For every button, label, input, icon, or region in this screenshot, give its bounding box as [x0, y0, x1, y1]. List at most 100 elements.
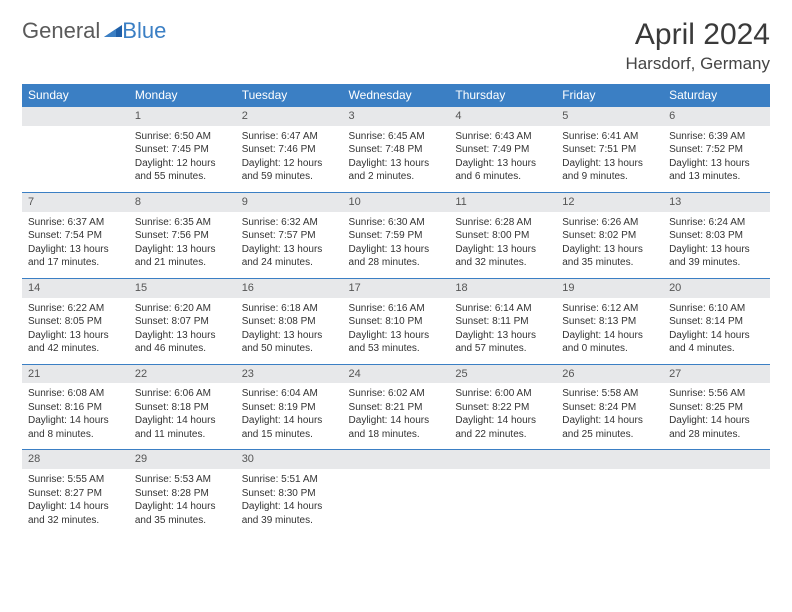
day-body: Sunrise: 6:18 AMSunset: 8:08 PMDaylight:…: [236, 299, 343, 364]
day-line: Sunset: 7:56 PM: [135, 229, 230, 243]
day-body: Sunrise: 6:24 AMSunset: 8:03 PMDaylight:…: [663, 213, 770, 278]
day-line: and 22 minutes.: [455, 428, 550, 442]
calendar-cell: 23Sunrise: 6:04 AMSunset: 8:19 PMDayligh…: [236, 364, 343, 450]
day-body: [343, 470, 450, 528]
calendar-cell: [22, 106, 129, 192]
day-number: [663, 449, 770, 470]
day-line: Daylight: 13 hours: [562, 157, 657, 171]
logo-text-general: General: [22, 18, 100, 44]
day-body: [22, 127, 129, 185]
day-line: Daylight: 13 hours: [28, 329, 123, 343]
day-line: Sunset: 8:16 PM: [28, 401, 123, 415]
day-number: 22: [129, 364, 236, 385]
day-line: and 0 minutes.: [562, 342, 657, 356]
day-body: Sunrise: 6:00 AMSunset: 8:22 PMDaylight:…: [449, 384, 556, 449]
day-line: Daylight: 13 hours: [242, 329, 337, 343]
logo-text-blue: Blue: [122, 18, 166, 44]
day-line: Sunset: 8:25 PM: [669, 401, 764, 415]
day-number: 19: [556, 278, 663, 299]
calendar-cell: 24Sunrise: 6:02 AMSunset: 8:21 PMDayligh…: [343, 364, 450, 450]
calendar-cell: 9Sunrise: 6:32 AMSunset: 7:57 PMDaylight…: [236, 192, 343, 278]
calendar-cell: 19Sunrise: 6:12 AMSunset: 8:13 PMDayligh…: [556, 278, 663, 364]
day-number: [556, 449, 663, 470]
day-line: Daylight: 14 hours: [669, 329, 764, 343]
day-number: 9: [236, 192, 343, 213]
weekday-header-row: Sunday Monday Tuesday Wednesday Thursday…: [22, 84, 770, 106]
day-body: Sunrise: 5:51 AMSunset: 8:30 PMDaylight:…: [236, 470, 343, 535]
calendar-row: 28Sunrise: 5:55 AMSunset: 8:27 PMDayligh…: [22, 449, 770, 535]
day-line: and 35 minutes.: [562, 256, 657, 270]
day-line: and 50 minutes.: [242, 342, 337, 356]
weekday-monday: Monday: [129, 84, 236, 106]
calendar-cell: 11Sunrise: 6:28 AMSunset: 8:00 PMDayligh…: [449, 192, 556, 278]
day-line: Daylight: 13 hours: [135, 243, 230, 257]
day-line: Daylight: 12 hours: [242, 157, 337, 171]
day-number: 30: [236, 449, 343, 470]
day-line: Sunrise: 6:02 AM: [349, 387, 444, 401]
calendar-cell: 1Sunrise: 6:50 AMSunset: 7:45 PMDaylight…: [129, 106, 236, 192]
calendar-cell: 25Sunrise: 6:00 AMSunset: 8:22 PMDayligh…: [449, 364, 556, 450]
day-line: and 28 minutes.: [349, 256, 444, 270]
day-line: and 9 minutes.: [562, 170, 657, 184]
day-line: Sunset: 8:08 PM: [242, 315, 337, 329]
day-body: Sunrise: 6:26 AMSunset: 8:02 PMDaylight:…: [556, 213, 663, 278]
day-line: Sunrise: 6:32 AM: [242, 216, 337, 230]
day-body: Sunrise: 6:12 AMSunset: 8:13 PMDaylight:…: [556, 299, 663, 364]
day-number: 4: [449, 106, 556, 127]
day-body: Sunrise: 6:08 AMSunset: 8:16 PMDaylight:…: [22, 384, 129, 449]
day-body: Sunrise: 5:55 AMSunset: 8:27 PMDaylight:…: [22, 470, 129, 535]
day-number: 17: [343, 278, 450, 299]
logo: General Blue: [22, 18, 166, 44]
day-body: Sunrise: 6:37 AMSunset: 7:54 PMDaylight:…: [22, 213, 129, 278]
day-line: and 55 minutes.: [135, 170, 230, 184]
day-line: and 35 minutes.: [135, 514, 230, 528]
page-title: April 2024: [625, 18, 770, 52]
day-line: and 4 minutes.: [669, 342, 764, 356]
day-line: Sunset: 8:00 PM: [455, 229, 550, 243]
day-line: Sunrise: 6:14 AM: [455, 302, 550, 316]
calendar-cell: 4Sunrise: 6:43 AMSunset: 7:49 PMDaylight…: [449, 106, 556, 192]
day-body: Sunrise: 6:22 AMSunset: 8:05 PMDaylight:…: [22, 299, 129, 364]
calendar-cell: 18 Sunrise: 6:14 AMSunset: 8:11 PMDayligh…: [449, 278, 556, 364]
day-number: 18: [449, 278, 556, 299]
day-body: Sunrise: 6:06 AMSunset: 8:18 PMDaylight:…: [129, 384, 236, 449]
day-body: Sunrise: 6:20 AMSunset: 8:07 PMDaylight:…: [129, 299, 236, 364]
day-number: 25: [449, 364, 556, 385]
day-line: Daylight: 13 hours: [562, 243, 657, 257]
day-line: Sunset: 7:59 PM: [349, 229, 444, 243]
day-line: Sunset: 8:30 PM: [242, 487, 337, 501]
day-line: Sunset: 8:19 PM: [242, 401, 337, 415]
weekday-saturday: Saturday: [663, 84, 770, 106]
location-subtitle: Harsdorf, Germany: [625, 54, 770, 74]
calendar-row: 21Sunrise: 6:08 AMSunset: 8:16 PMDayligh…: [22, 364, 770, 450]
day-number: 16: [236, 278, 343, 299]
day-number: 5: [556, 106, 663, 127]
day-line: Sunset: 8:13 PM: [562, 315, 657, 329]
day-number: 26: [556, 364, 663, 385]
calendar-cell: 14Sunrise: 6:22 AMSunset: 8:05 PMDayligh…: [22, 278, 129, 364]
day-line: and 59 minutes.: [242, 170, 337, 184]
day-number: 21: [22, 364, 129, 385]
day-line: Sunset: 7:54 PM: [28, 229, 123, 243]
day-line: Sunset: 8:05 PM: [28, 315, 123, 329]
day-number: 7: [22, 192, 129, 213]
day-line: Sunset: 8:11 PM: [455, 315, 550, 329]
day-number: 3: [343, 106, 450, 127]
calendar-cell: 29Sunrise: 5:53 AMSunset: 8:28 PMDayligh…: [129, 449, 236, 535]
calendar-cell: 20Sunrise: 6:10 AMSunset: 8:14 PMDayligh…: [663, 278, 770, 364]
day-line: Sunrise: 5:55 AM: [28, 473, 123, 487]
day-number: 15: [129, 278, 236, 299]
calendar-row: 1Sunrise: 6:50 AMSunset: 7:45 PMDaylight…: [22, 106, 770, 192]
day-line: Daylight: 14 hours: [349, 414, 444, 428]
day-line: Sunrise: 6:28 AM: [455, 216, 550, 230]
day-line: Daylight: 12 hours: [135, 157, 230, 171]
day-line: Daylight: 13 hours: [455, 329, 550, 343]
day-body: Sunrise: 6:47 AMSunset: 7:46 PMDaylight:…: [236, 127, 343, 192]
calendar-cell: 17Sunrise: 6:16 AMSunset: 8:10 PMDayligh…: [343, 278, 450, 364]
day-line: Daylight: 13 hours: [455, 243, 550, 257]
day-line: Sunrise: 5:53 AM: [135, 473, 230, 487]
day-body: Sunrise: 5:56 AMSunset: 8:25 PMDaylight:…: [663, 384, 770, 449]
day-line: Sunrise: 6:22 AM: [28, 302, 123, 316]
day-line: and 21 minutes.: [135, 256, 230, 270]
day-number: 28: [22, 449, 129, 470]
